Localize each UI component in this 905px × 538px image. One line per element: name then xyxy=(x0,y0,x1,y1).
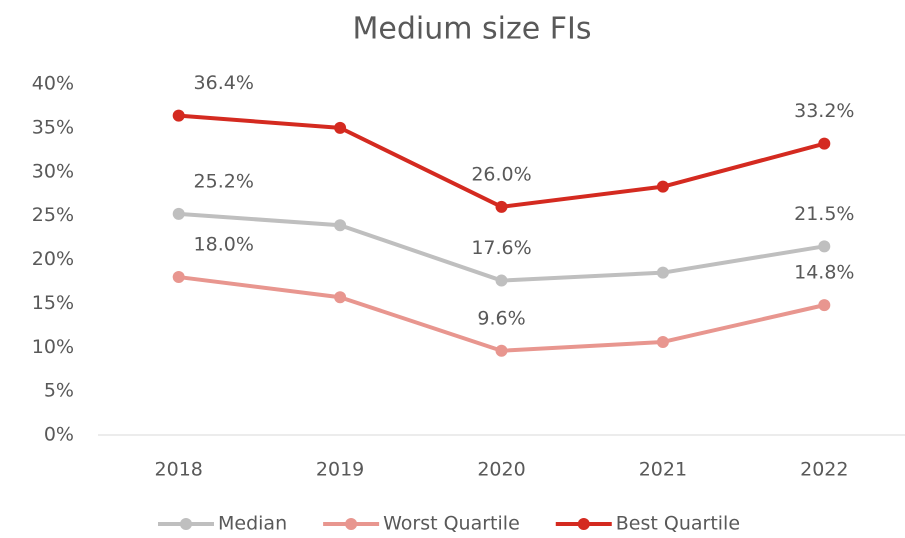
legend-marker xyxy=(577,518,590,530)
y-tick-label: 0% xyxy=(44,424,74,446)
point xyxy=(172,207,185,220)
point xyxy=(495,344,508,357)
y-tick-label: 15% xyxy=(32,292,74,314)
data-label: 17.6% xyxy=(471,237,531,259)
y-tick-label: 10% xyxy=(32,336,74,358)
point xyxy=(172,109,185,122)
y-tick-label: 30% xyxy=(32,160,74,182)
point xyxy=(495,200,508,213)
point xyxy=(495,274,508,287)
point xyxy=(818,137,831,150)
y-tick-label: 25% xyxy=(32,204,74,226)
x-tick-label: 2021 xyxy=(639,459,687,481)
point xyxy=(656,180,669,193)
series-line xyxy=(178,113,825,209)
x-tick-label: 2019 xyxy=(316,459,364,481)
data-label: 18.0% xyxy=(194,234,254,256)
data-label: 26.0% xyxy=(471,163,531,185)
x-tick-label: 2020 xyxy=(477,459,525,481)
legend-marker xyxy=(180,518,192,530)
point xyxy=(334,121,347,134)
y-tick-label: 20% xyxy=(32,248,74,270)
data-label: 25.2% xyxy=(194,170,254,192)
point xyxy=(334,291,347,304)
data-label: 14.8% xyxy=(794,262,854,284)
point xyxy=(656,335,669,348)
data-label: 36.4% xyxy=(194,72,254,94)
legend-label: Best Quartile xyxy=(616,513,740,535)
point xyxy=(818,240,831,253)
y-tick-label: 35% xyxy=(32,116,74,138)
chart-title: Medium size FIs xyxy=(353,12,592,47)
y-tick-label: 5% xyxy=(44,380,74,402)
legend-marker xyxy=(345,518,358,530)
data-label: 33.2% xyxy=(794,100,854,122)
point xyxy=(172,271,185,284)
data-label: 9.6% xyxy=(477,307,525,329)
x-tick-label: 2022 xyxy=(800,459,848,481)
y-tick-label: 40% xyxy=(32,73,74,95)
point xyxy=(818,299,831,312)
legend-label: Worst Quartile xyxy=(383,513,520,535)
x-tick-label: 2018 xyxy=(155,459,203,481)
point xyxy=(656,266,669,279)
data-label: 21.5% xyxy=(794,203,854,225)
legend-label: Median xyxy=(218,513,287,535)
point xyxy=(334,219,347,232)
